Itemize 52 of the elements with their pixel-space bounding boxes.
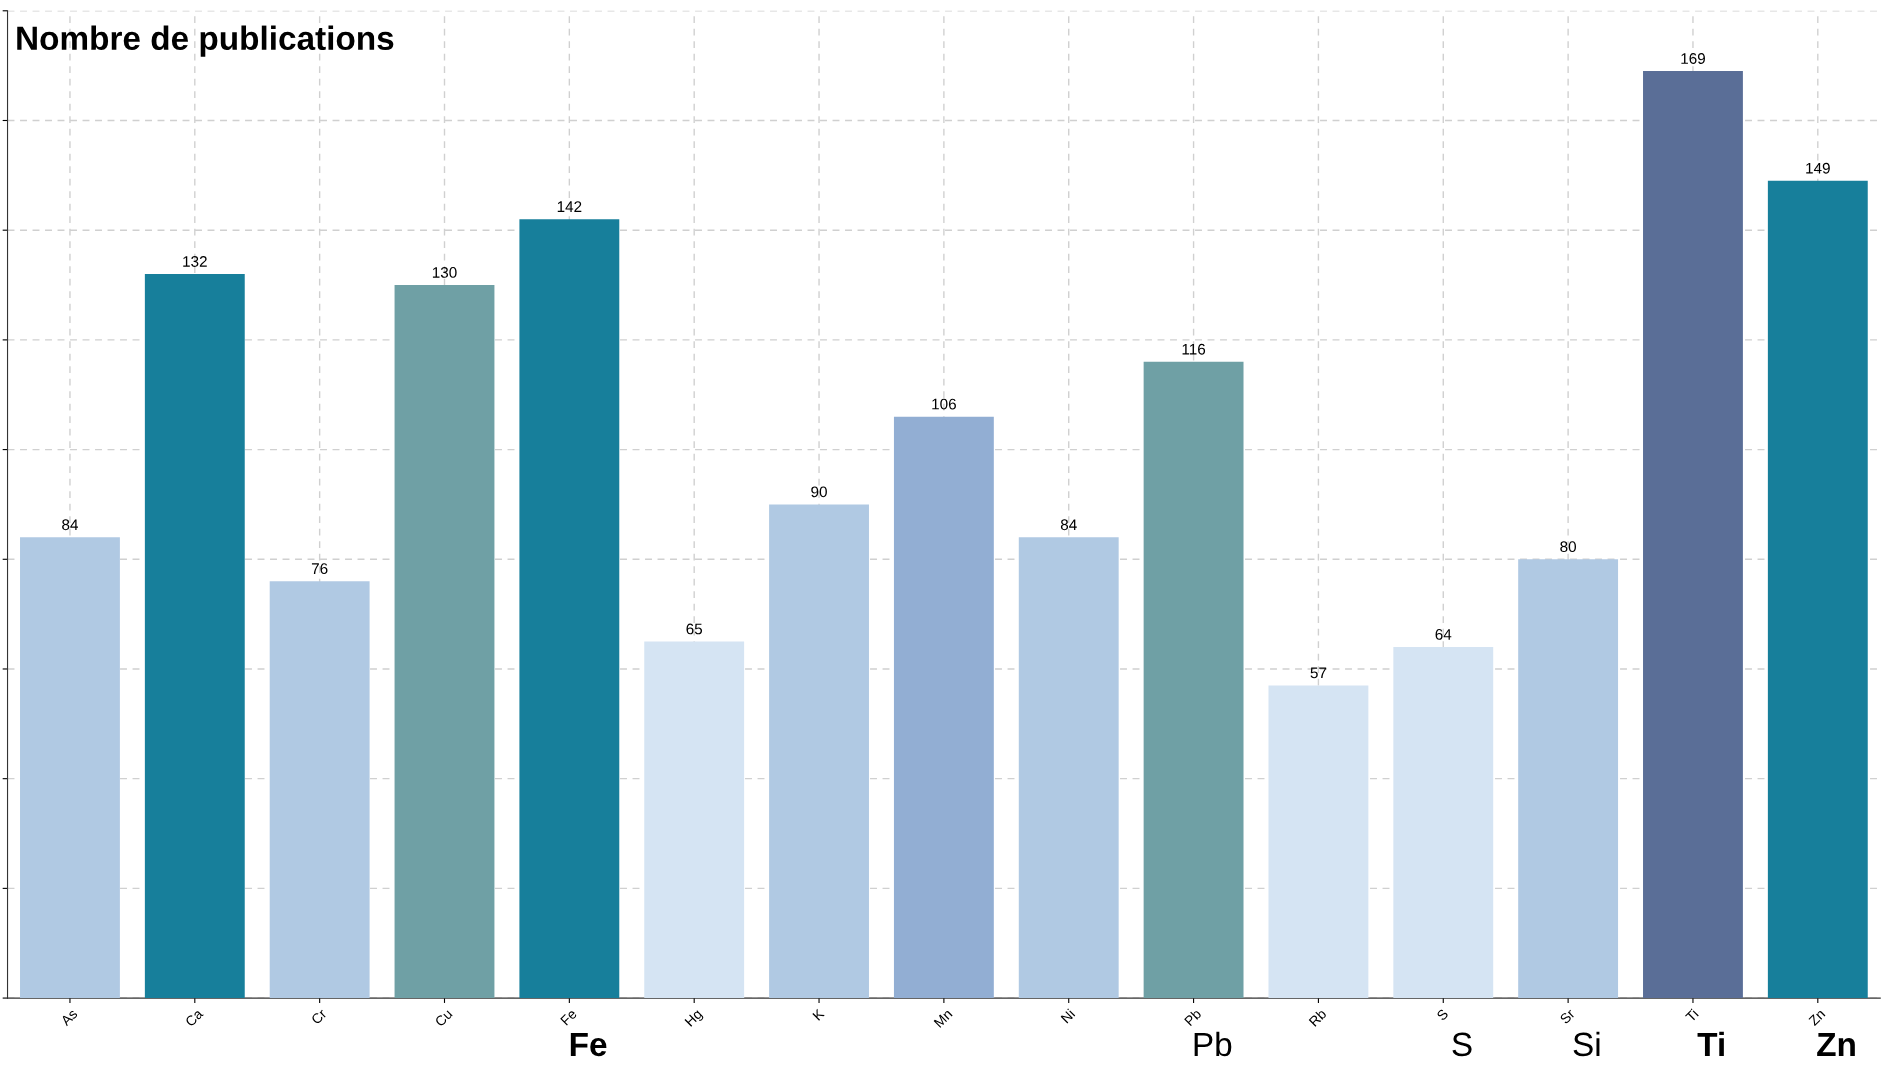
bar [20,537,120,999]
bar [1143,361,1244,999]
x-tick-label: As [60,1008,78,1027]
text: Ti [1697,1031,1724,1056]
x-tick-label: Ca [184,1008,204,1028]
bar [144,274,245,999]
bar [769,504,869,999]
x-tick-label: Pb [1183,1008,1202,1027]
data-label: 130 [432,267,457,278]
bar [1518,559,1619,999]
data-label: 142 [557,201,582,212]
x-tick-label: Sr [1559,1008,1576,1025]
bar [893,416,994,999]
bar [1268,685,1369,999]
data-label: 84 [62,519,79,531]
text: Fe [570,1032,607,1057]
x-tick-label: Zn [1808,1008,1826,1027]
data-label: 64 [1435,629,1452,640]
data-label: 80 [1560,541,1577,553]
x-tick-label: S [1436,1008,1449,1022]
x-tick-label: Cr [310,1008,328,1025]
data-label: 65 [686,623,703,635]
bar [644,641,745,999]
bar [1018,537,1119,999]
data-label: 132 [183,256,207,267]
data-label: 169 [1681,53,1705,64]
bar [1643,71,1743,999]
x-tick-label: Rb [1308,1008,1327,1027]
chart-title: Nombre de publications [17,25,394,57]
x-tick-label: Cu [434,1008,453,1028]
data-label: 90 [811,486,827,498]
x-tick-label: Ti [1684,1008,1699,1023]
data-label: 84 [1060,519,1077,531]
x-tick-label: Fe [560,1008,578,1026]
bar [269,581,370,999]
text: S [1452,1032,1472,1057]
text: Zn [1817,1032,1855,1056]
bar [1393,647,1494,999]
bar [394,285,495,999]
text: Pb [1194,1031,1232,1057]
data-label: 106 [932,398,956,410]
bar [519,219,620,999]
data-label: 116 [1182,343,1206,355]
x-tick-label: Hg [684,1008,705,1029]
x-tick-label: Ni [1060,1008,1076,1024]
data-label: 57 [1310,667,1327,679]
x-tick-label: K [812,1008,825,1021]
bar [1767,180,1868,999]
data-label: 149 [1806,162,1830,174]
x-tick-label: Mn [933,1008,953,1028]
data-label: 76 [311,563,328,575]
text: Si [1573,1031,1600,1057]
